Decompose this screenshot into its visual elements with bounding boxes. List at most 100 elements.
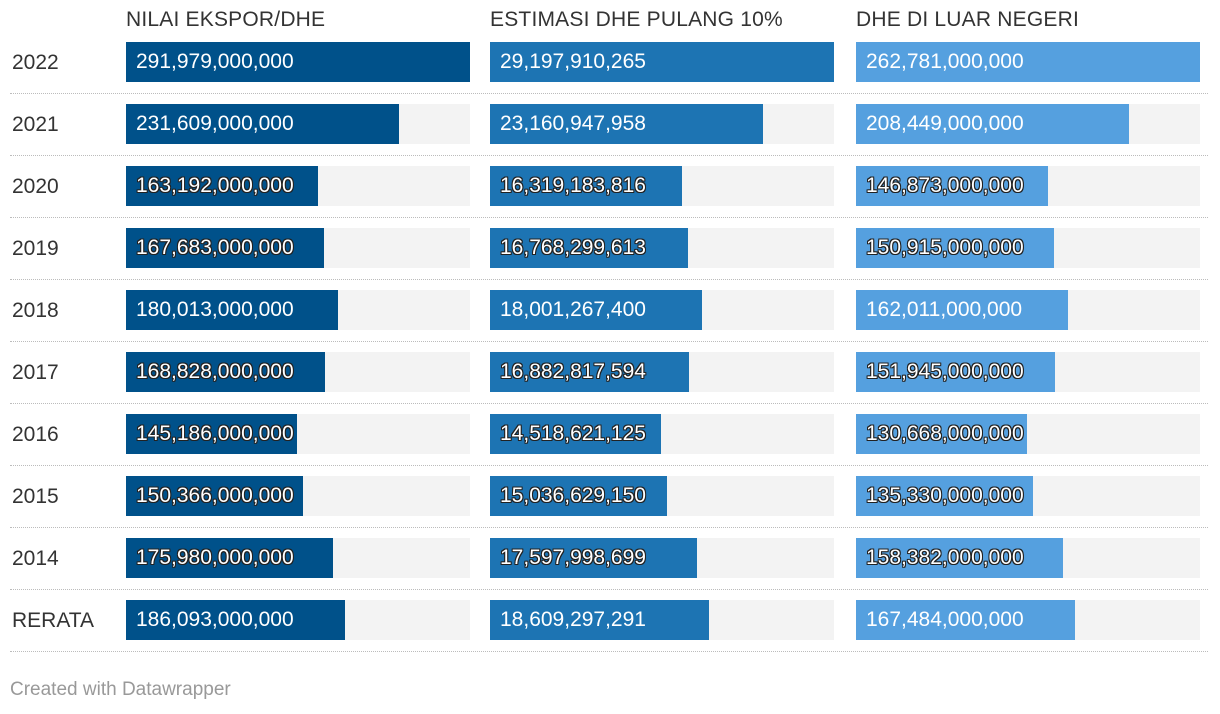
bar [490, 600, 709, 640]
bar-track: 162,011,000,000 [856, 290, 1200, 330]
row-category-label: 2021 [12, 113, 59, 136]
row-category-label: 2019 [12, 237, 59, 260]
bar-track: 145,186,000,000 [126, 414, 470, 454]
row-divider [10, 403, 1208, 404]
bar-track: 262,781,000,000 [856, 42, 1200, 82]
table-row: 2016 145,186,000,000 14,518,621,125 130,668… [10, 404, 1208, 466]
bar-track: 23,160,947,958 [490, 104, 834, 144]
column-header-dhe-luar-negeri: DHE DI LUAR NEGERI [856, 8, 1079, 31]
table-row: 2022 291,979,000,000 29,197,910,265 262,781… [10, 32, 1208, 94]
bar-track: 158,382,000,000 [856, 538, 1200, 578]
bar-value-label: 158,382,000,000 [866, 546, 1024, 569]
bar-value-label: 162,011,000,000 [866, 298, 1023, 321]
bar-value-label: 231,609,000,000 [136, 112, 294, 135]
datawrapper-credit[interactable]: Created with Datawrapper [10, 679, 231, 700]
bar [126, 104, 399, 144]
bar [856, 538, 1063, 578]
bar [490, 228, 688, 268]
bar-value-label: 151,945,000,000 [866, 360, 1024, 383]
row-divider [10, 589, 1208, 590]
bar-value-label: 168,828,000,000 [136, 360, 294, 383]
bar [490, 414, 661, 454]
bar [126, 228, 324, 268]
table-row: 2014 175,980,000,000 17,597,998,699 158,382… [10, 528, 1208, 590]
bar-value-label: 291,979,000,000 [136, 50, 294, 73]
bar [126, 600, 345, 640]
bar-track: 175,980,000,000 [126, 538, 470, 578]
bar [856, 476, 1033, 516]
bar [490, 476, 667, 516]
bar-track: 146,873,000,000 [856, 166, 1200, 206]
bar-track: 291,979,000,000 [126, 42, 470, 82]
row-divider [10, 93, 1208, 94]
table-row: 2021 231,609,000,000 23,160,947,958 208,449… [10, 94, 1208, 156]
bar-track: 130,668,000,000 [856, 414, 1200, 454]
row-category-label: RERATA [12, 609, 95, 632]
bar-value-label: 150,366,000,000 [136, 484, 294, 507]
bar-value-label: 16,319,183,816 [500, 174, 646, 197]
bar-track: 167,484,000,000 [856, 600, 1200, 640]
table-row: 2018 180,013,000,000 18,001,267,400 162,011… [10, 280, 1208, 342]
bar-value-label: 163,192,000,000 [136, 174, 294, 197]
row-category-label: 2017 [12, 361, 59, 384]
column-header-estimasi-dhe-pulang: ESTIMASI DHE PULANG 10% [490, 8, 783, 31]
bar-value-label: 15,036,629,150 [500, 484, 646, 507]
bar [490, 42, 834, 82]
bar [856, 352, 1055, 392]
bar [126, 352, 325, 392]
row-category-label: 2015 [12, 485, 59, 508]
bar-value-label: 135,330,000,000 [866, 484, 1024, 507]
bar-value-label: 175,980,000,000 [136, 546, 294, 569]
bar [126, 414, 297, 454]
bar-track: 208,449,000,000 [856, 104, 1200, 144]
bar-track: 151,945,000,000 [856, 352, 1200, 392]
bar [126, 538, 333, 578]
bar [856, 414, 1027, 454]
bar-value-label: 16,768,299,613 [500, 236, 646, 259]
bar [126, 166, 318, 206]
bar-value-label: 14,518,621,125 [500, 422, 646, 445]
bar-track: 15,036,629,150 [490, 476, 834, 516]
bar-track: 231,609,000,000 [126, 104, 470, 144]
bar-track: 186,093,000,000 [126, 600, 470, 640]
bar-track: 16,882,817,594 [490, 352, 834, 392]
bar-track: 168,828,000,000 [126, 352, 470, 392]
bar [490, 104, 763, 144]
bar [856, 42, 1200, 82]
table-row: 2015 150,366,000,000 15,036,629,150 135,330… [10, 466, 1208, 528]
bar-value-label: 18,001,267,400 [500, 298, 646, 321]
row-category-label: 2014 [12, 547, 59, 570]
bar-track: 18,609,297,291 [490, 600, 834, 640]
bar-track: 150,915,000,000 [856, 228, 1200, 268]
bar [490, 166, 682, 206]
bar-track: 163,192,000,000 [126, 166, 470, 206]
column-header-nilai-ekspor: NILAI EKSPOR/DHE [126, 8, 326, 31]
bar-value-label: 130,668,000,000 [866, 422, 1024, 445]
row-category-label: 2022 [12, 51, 59, 74]
bar-value-label: 18,609,297,291 [500, 608, 646, 631]
table-row: 2017 168,828,000,000 16,882,817,594 151,945… [10, 342, 1208, 404]
bar-track: 167,683,000,000 [126, 228, 470, 268]
table-row: 2020 163,192,000,000 16,319,183,816 146,873… [10, 156, 1208, 218]
table-row: 2019 167,683,000,000 16,768,299,613 150,915… [10, 218, 1208, 280]
bar [126, 290, 338, 330]
bar-track: 17,597,998,699 [490, 538, 834, 578]
row-divider [10, 651, 1208, 652]
bar [126, 476, 303, 516]
bar [856, 600, 1075, 640]
row-category-label: 2020 [12, 175, 59, 198]
bar-track: 16,319,183,816 [490, 166, 834, 206]
bar-value-label: 16,882,817,594 [500, 360, 646, 383]
row-category-label: 2018 [12, 299, 59, 322]
row-divider [10, 341, 1208, 342]
row-divider [10, 155, 1208, 156]
bar-value-label: 29,197,910,265 [500, 50, 646, 73]
bar-track: 16,768,299,613 [490, 228, 834, 268]
bar-value-label: 167,484,000,000 [866, 608, 1024, 631]
bar-track: 18,001,267,400 [490, 290, 834, 330]
bar-value-label: 145,186,000,000 [136, 422, 294, 445]
bar [856, 104, 1129, 144]
bar-value-label: 150,915,000,000 [866, 236, 1024, 259]
table-row: RERATA 186,093,000,000 18,609,297,291 167,4… [10, 590, 1208, 652]
bar [856, 290, 1068, 330]
